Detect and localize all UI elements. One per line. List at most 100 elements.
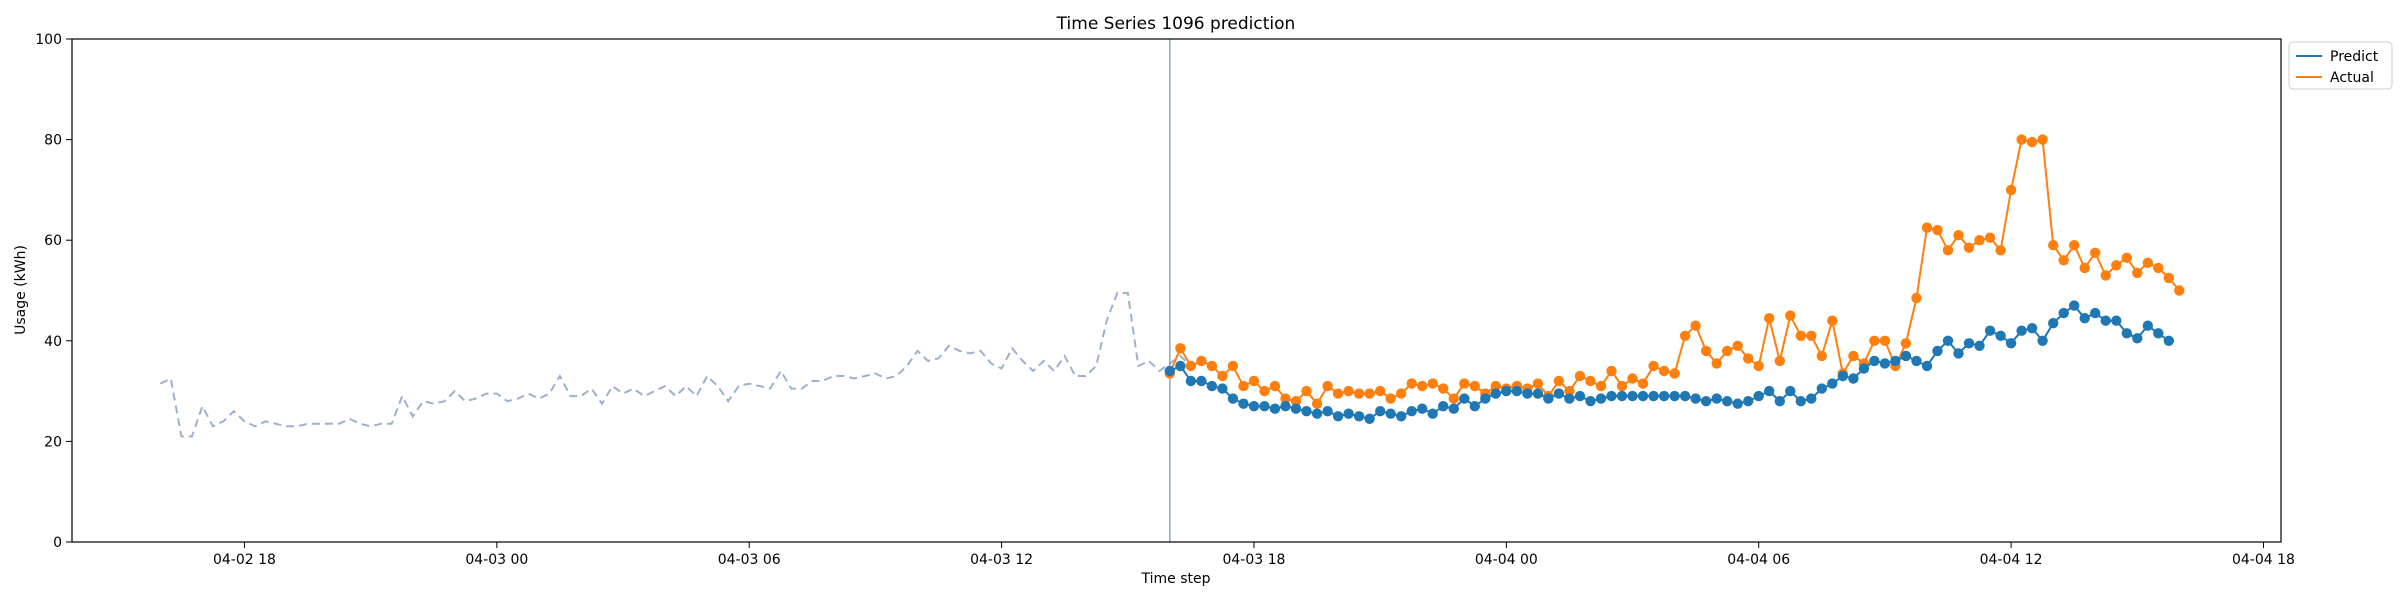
predict-point [1606, 390, 1617, 402]
predict-point [1879, 358, 1891, 369]
actual-point [1911, 292, 1922, 304]
actual-point [1564, 385, 1575, 397]
predict-point [1890, 355, 1901, 367]
y-axis: 0 20 40 60 80 100 [35, 32, 72, 551]
predict-point [1774, 396, 1786, 407]
predict-point [1627, 390, 1638, 402]
actual-point [1848, 350, 1859, 362]
predict-point [1375, 406, 1386, 417]
predict-point [1932, 345, 1943, 357]
predict-point [1806, 393, 1817, 404]
y-tick-label-0: 0 [53, 535, 62, 551]
actual-point [1175, 343, 1186, 354]
predict-point [2111, 315, 2122, 326]
predict-point [2026, 323, 2038, 334]
actual-point [2100, 270, 2111, 281]
actual-point [1417, 380, 1428, 392]
predict-point [1353, 411, 1365, 422]
predict-point [2058, 307, 2069, 319]
actual-point [2026, 136, 2038, 148]
predict-point [2142, 320, 2153, 331]
actual-point [1995, 245, 2006, 256]
x-axis: 04-02 18 04-03 00 04-03 06 04-03 12 04-03 18… [213, 542, 2295, 568]
series-predict [1164, 300, 2174, 424]
predict-point [1669, 390, 1680, 402]
predict-point [1585, 396, 1596, 407]
predict-point [1848, 373, 1859, 384]
predict-point [1438, 401, 1449, 412]
x-axis-label: Time step [1141, 571, 1211, 587]
predict-point [1963, 338, 1975, 349]
actual-point [1196, 355, 1207, 367]
actual-point [1648, 360, 1659, 372]
actual-point [2079, 262, 2090, 274]
predict-point [2048, 318, 2059, 329]
predict-point [1711, 393, 1722, 404]
actual-point [2111, 260, 2122, 271]
predict-point [1764, 385, 1775, 397]
predict-point [1196, 375, 1207, 387]
predict-point [1722, 396, 1733, 407]
actual-point [1438, 383, 1449, 394]
predict-point [1785, 385, 1796, 397]
actual-point [1269, 380, 1281, 392]
predict-point [2005, 338, 2017, 349]
predict-point [1995, 330, 2006, 341]
actual-point [2153, 262, 2164, 274]
predict-point [2016, 325, 2027, 336]
predict-point [1837, 370, 1849, 382]
predict-point [1427, 408, 1438, 419]
actual-point [1637, 378, 1649, 389]
predict-point [2132, 333, 2143, 344]
actual-point [1301, 385, 1312, 397]
actual-point [2048, 240, 2059, 251]
predict-point [1816, 383, 1828, 394]
actual-point [1574, 370, 1586, 382]
actual-point [1353, 388, 1365, 399]
actual-point [2132, 267, 2143, 279]
actual-point [1532, 378, 1544, 389]
actual-point [1785, 310, 1796, 321]
predict-point [2090, 307, 2101, 319]
predict-point [1858, 363, 1870, 374]
x-tick-label-0: 04-02 18 [213, 552, 276, 568]
actual-point [1406, 378, 1417, 389]
actual-point [1932, 224, 1943, 236]
predict-point [1900, 350, 1912, 362]
y-tick-label-3: 60 [44, 233, 62, 249]
predict-point [1911, 355, 1922, 367]
predict-point [1311, 408, 1323, 419]
predict-point [2037, 335, 2048, 346]
predict-point [1522, 388, 1533, 399]
predict-point [1301, 406, 1312, 417]
actual-point [1322, 380, 1333, 392]
predict-point [1648, 390, 1659, 402]
predict-point [1417, 403, 1428, 414]
predict-point [1343, 408, 1354, 419]
actual-point [1248, 375, 1260, 387]
predict-point [1385, 408, 1396, 419]
predict-point [1227, 393, 1239, 404]
predict-point [2121, 328, 2132, 339]
actual-point [1490, 380, 1502, 392]
actual-point [1700, 345, 1712, 357]
predict-point [2079, 313, 2090, 324]
predict-point [1532, 388, 1544, 399]
actual-point [1311, 398, 1323, 409]
actual-point [1595, 380, 1607, 392]
predict-point [1690, 393, 1701, 404]
actual-point [1658, 365, 1670, 377]
y-tick-label-1: 20 [44, 434, 62, 450]
predict-point [1175, 360, 1186, 372]
predict-point [1595, 393, 1607, 404]
actual-point [1364, 388, 1375, 399]
predict-point [1490, 388, 1502, 399]
actual-point [1669, 368, 1680, 379]
predict-point [1984, 325, 1996, 336]
predict-point [1206, 380, 1218, 392]
series-actual [1164, 134, 2185, 409]
predict-point [2163, 335, 2174, 346]
predict-point [1564, 393, 1575, 404]
predict-point [1290, 403, 1302, 414]
actual-point [1974, 235, 1985, 246]
